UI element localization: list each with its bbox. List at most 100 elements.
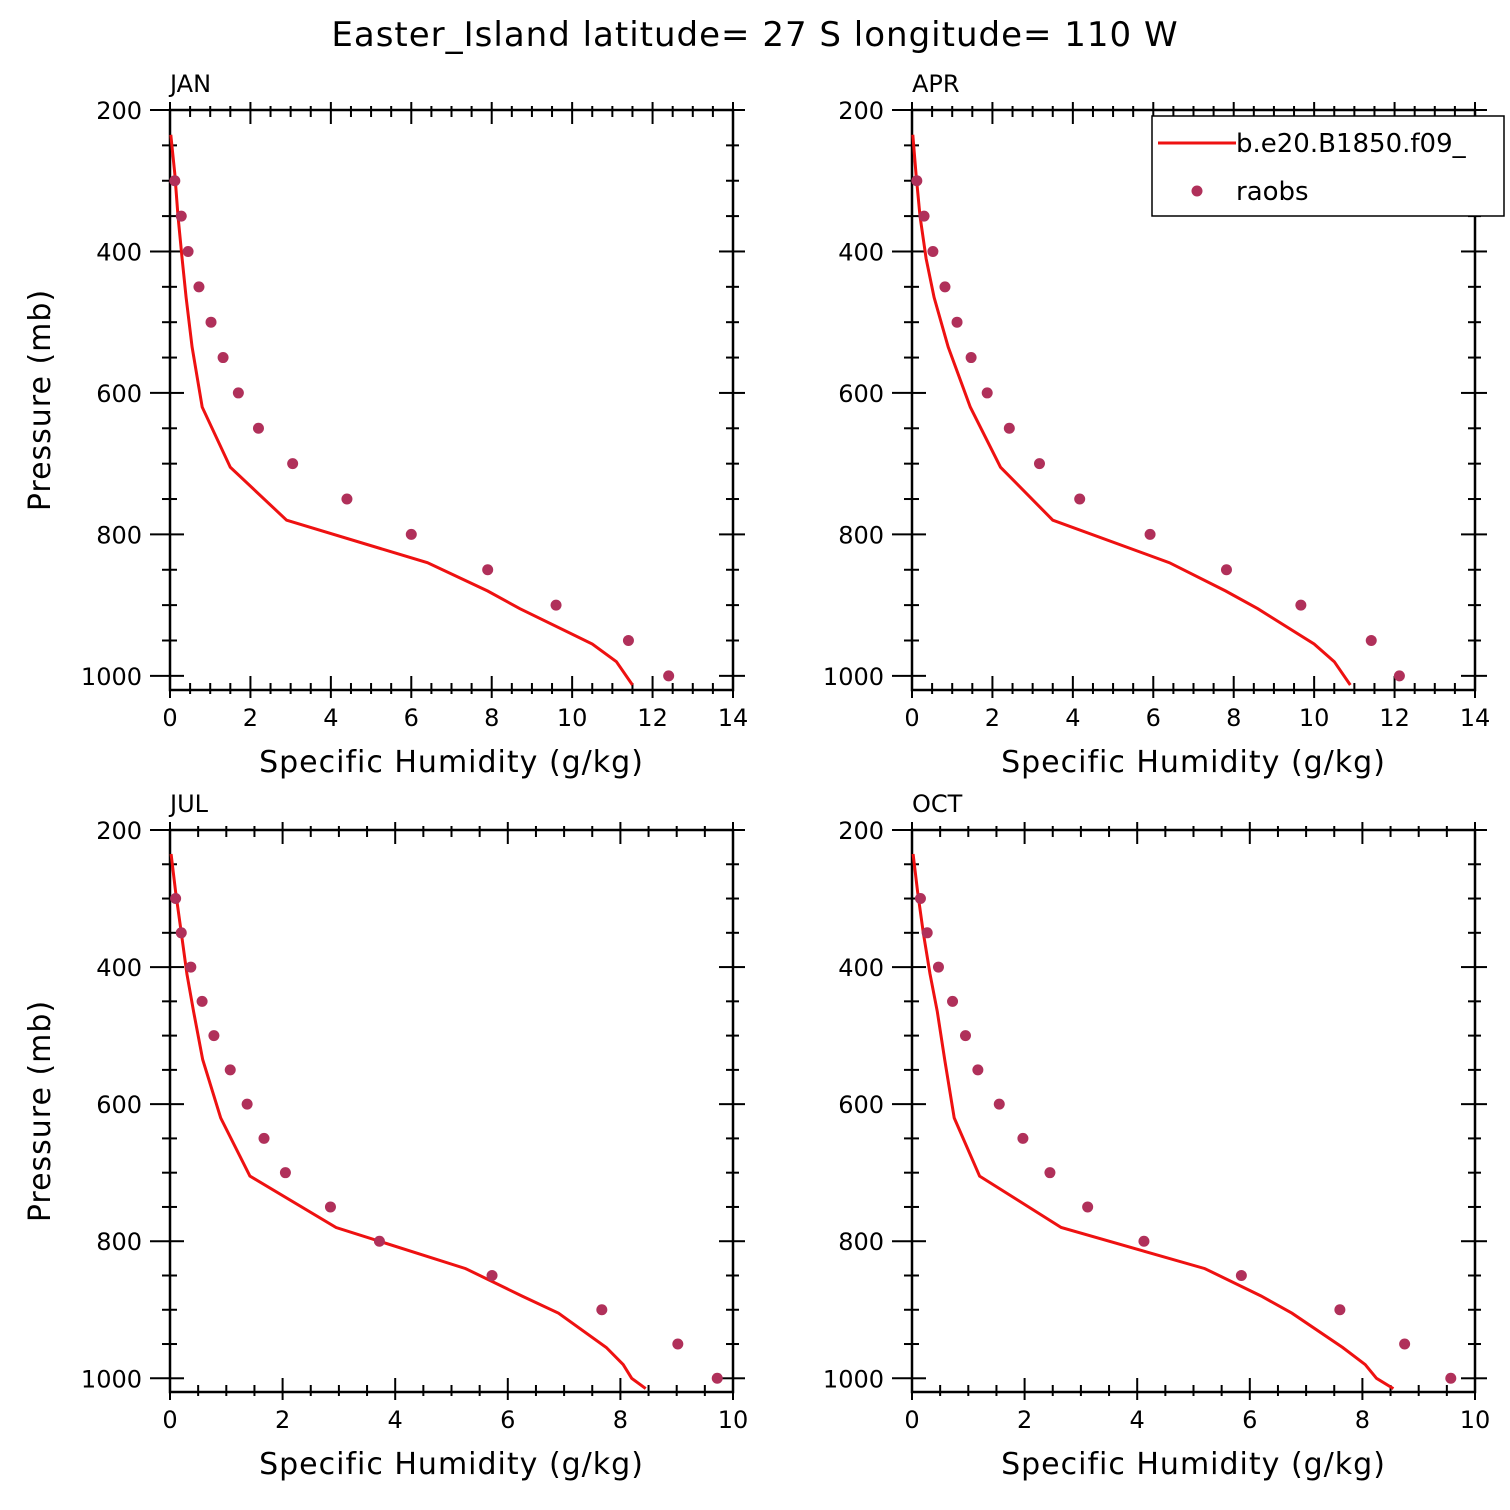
panel-label: JUL: [168, 790, 209, 818]
x-tick-label: 2: [243, 704, 258, 732]
raobs-point: [914, 893, 926, 905]
x-tick-label: 8: [613, 1406, 628, 1434]
legend-marker-swatch: [1191, 185, 1203, 197]
legend: b.e20.B1850.f09_raobs: [1151, 115, 1505, 217]
plot-frame: [168, 828, 735, 1394]
raobs-point: [1082, 1201, 1094, 1213]
raobs-point: [205, 316, 217, 328]
raobs-point: [252, 422, 264, 434]
raobs-point: [175, 927, 187, 939]
raobs-point: [965, 352, 977, 364]
x-tick-label: 4: [388, 1406, 403, 1434]
y-tick-label: 200: [96, 817, 142, 845]
x-tick-label: 2: [985, 704, 1000, 732]
raobs-point: [911, 175, 923, 187]
raobs-point: [927, 245, 939, 257]
raobs-point: [175, 210, 187, 222]
panel-oct: OCT 0 2 4 6 8 10 200 400 600 800 1000 Specific Humid…: [823, 790, 1490, 1482]
x-tick-label: 0: [904, 704, 919, 732]
y-tick-label: 800: [838, 521, 884, 549]
panels: JAN 0 2 4 6 8 10 12 14 200 400 600 800 1000 Specific H…: [23, 70, 1505, 1482]
raobs-point: [947, 995, 959, 1007]
plot-frame: [168, 108, 735, 692]
x-tick-label: 4: [1130, 1406, 1145, 1434]
raobs-point: [1074, 493, 1086, 505]
x-tick-label: 14: [718, 704, 749, 732]
x-tick-label: 4: [323, 704, 338, 732]
raobs-point: [1235, 1269, 1247, 1281]
raobs-point: [287, 458, 299, 470]
x-tick-label: 8: [1355, 1406, 1370, 1434]
x-tick-label: 6: [1242, 1406, 1257, 1434]
raobs-point: [232, 387, 244, 399]
raobs-point: [672, 1338, 684, 1350]
y-tick-label: 600: [838, 1091, 884, 1119]
x-tick-label: 14: [1460, 704, 1491, 732]
raobs-point: [663, 670, 675, 682]
raobs-point: [1295, 599, 1307, 611]
x-tick-label: 10: [718, 1406, 749, 1434]
y-tick-label: 600: [96, 1091, 142, 1119]
model-series-line: [911, 853, 1395, 1390]
raobs-point: [1044, 1167, 1056, 1179]
raobs-point: [373, 1235, 385, 1247]
main-title: Easter_Island latitude= 27 S longitude= …: [331, 15, 1178, 55]
panel-jul: JUL 0 2 4 6 8 10 200 400 600 800 1000 Specific Humid…: [23, 790, 748, 1482]
raobs-point: [1003, 422, 1015, 434]
raobs-point: [939, 281, 951, 293]
x-tick-label: 6: [500, 1406, 515, 1434]
y-tick-label: 400: [96, 238, 142, 266]
panel-label: JAN: [168, 70, 211, 98]
raobs-point: [193, 281, 205, 293]
legend-label: raobs: [1236, 177, 1309, 207]
model-series-line: [169, 853, 647, 1390]
panel-apr: APR 0 2 4 6 8 10 12 14 200 400 600 800 1000 Specific H…: [823, 70, 1505, 780]
raobs-point: [324, 1201, 336, 1213]
raobs-point: [1138, 1235, 1150, 1247]
raobs-point: [1399, 1338, 1411, 1350]
raobs-point: [341, 493, 353, 505]
y-tick-label: 400: [838, 238, 884, 266]
raobs-point: [486, 1269, 498, 1281]
raobs-point: [921, 927, 933, 939]
y-tick-label: 800: [838, 1228, 884, 1256]
raobs-point: [918, 210, 930, 222]
raobs-point: [1144, 528, 1156, 540]
panel-jan: JAN 0 2 4 6 8 10 12 14 200 400 600 800 1000 Specific H…: [23, 70, 748, 780]
x-axis-title: Specific Humidity (g/kg): [1001, 745, 1386, 780]
raobs-point: [1393, 670, 1405, 682]
raobs-point: [622, 634, 634, 646]
y-tick-label: 1000: [823, 663, 884, 691]
raobs-point: [981, 387, 993, 399]
model-series-line: [169, 134, 634, 686]
x-tick-label: 4: [1065, 704, 1080, 732]
x-tick-label: 10: [1299, 704, 1330, 732]
raobs-point: [1033, 458, 1045, 470]
raobs-point: [1445, 1372, 1457, 1384]
x-axis-title: Specific Humidity (g/kg): [259, 1447, 644, 1482]
x-tick-label: 12: [1379, 704, 1410, 732]
y-tick-label: 600: [96, 380, 142, 408]
legend-label: b.e20.B1850.f09_: [1236, 129, 1467, 159]
y-tick-label: 1000: [823, 1365, 884, 1393]
y-tick-label: 400: [838, 954, 884, 982]
raobs-point: [932, 961, 944, 973]
x-tick-label: 2: [1017, 1406, 1032, 1434]
raobs-point: [196, 995, 208, 1007]
raobs-point: [951, 316, 963, 328]
raobs-point: [1334, 1304, 1346, 1316]
y-tick-label: 1000: [81, 663, 142, 691]
x-tick-label: 6: [1146, 704, 1161, 732]
raobs-point: [550, 599, 562, 611]
raobs-point: [182, 245, 194, 257]
raobs-point: [482, 564, 494, 576]
raobs-point: [711, 1372, 723, 1384]
raobs-point: [959, 1030, 971, 1042]
x-axis-title: Specific Humidity (g/kg): [1001, 1447, 1386, 1482]
y-tick-label: 800: [96, 521, 142, 549]
raobs-point: [596, 1304, 608, 1316]
x-tick-label: 8: [1226, 704, 1241, 732]
y-axis-title: Pressure (mb): [23, 289, 58, 511]
raobs-point: [279, 1167, 291, 1179]
